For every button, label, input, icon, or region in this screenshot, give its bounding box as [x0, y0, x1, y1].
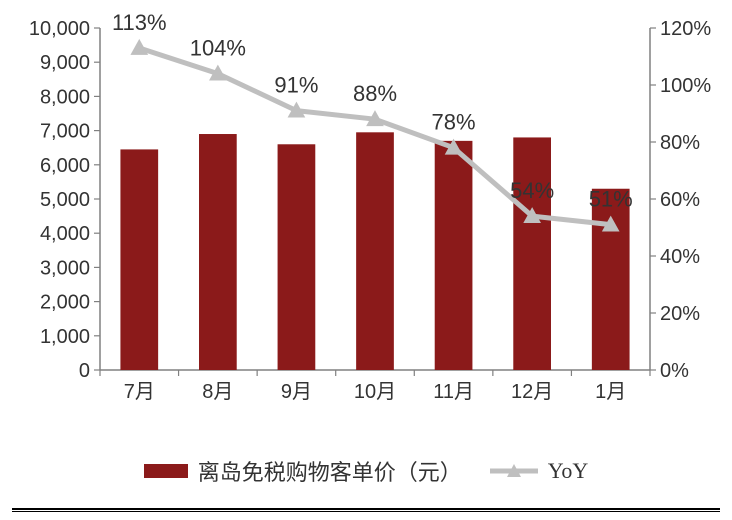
legend-swatch-bar — [144, 464, 188, 478]
svg-text:104%: 104% — [190, 36, 246, 61]
legend-label-line: YoY — [548, 458, 589, 484]
svg-text:7月: 7月 — [124, 381, 155, 403]
svg-text:9,000: 9,000 — [40, 52, 90, 74]
svg-text:51%: 51% — [589, 187, 633, 212]
svg-text:54%: 54% — [510, 178, 554, 203]
legend-label-bar: 离岛免税购物客单价（元） — [198, 455, 462, 487]
svg-text:113%: 113% — [112, 10, 167, 35]
svg-text:6,000: 6,000 — [40, 155, 90, 177]
svg-text:1月: 1月 — [595, 381, 626, 403]
svg-text:60%: 60% — [660, 189, 700, 211]
legend-item-bar: 离岛免税购物客单价（元） — [144, 455, 462, 487]
svg-text:9月: 9月 — [281, 381, 312, 403]
svg-text:3,000: 3,000 — [40, 257, 90, 279]
svg-text:8月: 8月 — [202, 381, 233, 403]
svg-text:5,000: 5,000 — [40, 189, 90, 211]
svg-text:100%: 100% — [660, 75, 711, 97]
svg-text:20%: 20% — [660, 303, 700, 325]
svg-text:4,000: 4,000 — [40, 223, 90, 245]
legend: 离岛免税购物客单价（元） YoY — [0, 455, 732, 487]
svg-text:91%: 91% — [274, 73, 318, 98]
svg-text:120%: 120% — [660, 18, 711, 40]
svg-text:80%: 80% — [660, 132, 700, 154]
svg-text:12月: 12月 — [511, 381, 553, 403]
svg-text:2,000: 2,000 — [40, 292, 90, 314]
footer-rule — [12, 508, 720, 512]
svg-text:10,000: 10,000 — [29, 18, 90, 40]
svg-text:88%: 88% — [353, 81, 397, 106]
svg-text:7,000: 7,000 — [40, 121, 90, 143]
svg-text:10月: 10月 — [354, 381, 396, 403]
combo-chart: 0 1,000 2,000 3,000 4,000 5,000 6,000 7,000 8,00… — [0, 0, 732, 520]
svg-text:11月: 11月 — [433, 381, 474, 403]
svg-text:8,000: 8,000 — [40, 86, 90, 108]
svg-text:78%: 78% — [432, 110, 476, 135]
legend-item-line: YoY — [490, 458, 589, 484]
svg-text:1,000: 1,000 — [40, 326, 90, 348]
svg-text:0%: 0% — [660, 360, 689, 382]
legend-swatch-line — [490, 461, 538, 481]
chart-canvas: 0 1,000 2,000 3,000 4,000 5,000 6,000 7,000 8,00… — [0, 0, 732, 440]
svg-text:40%: 40% — [660, 246, 700, 268]
svg-text:0: 0 — [79, 360, 90, 382]
